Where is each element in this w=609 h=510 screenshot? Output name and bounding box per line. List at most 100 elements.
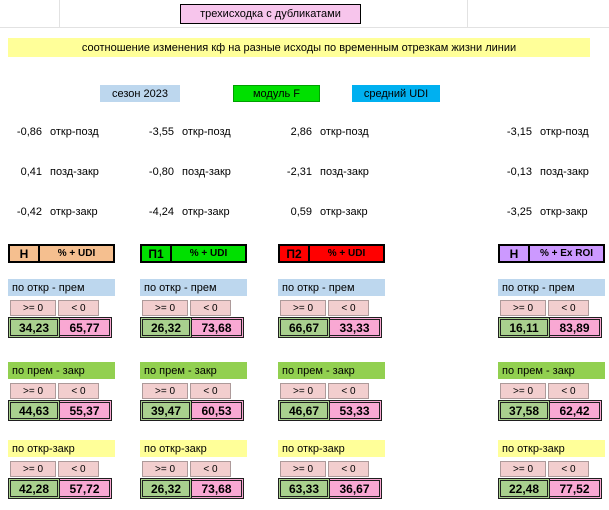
lt-zero-header-cell[interactable]: < 0 [548, 383, 589, 399]
lt-zero-value-cell[interactable]: 55,37 [60, 400, 112, 421]
ge-zero-header-cell[interactable]: >= 0 [10, 383, 56, 399]
section-title-cell[interactable]: по прем - закр [498, 362, 605, 379]
lt-zero-header-cell[interactable]: < 0 [328, 461, 369, 477]
delta-value-cell[interactable]: -0,42 [16, 205, 42, 218]
delta-value-cell[interactable]: -0,80 [148, 165, 174, 178]
section-title-cell[interactable]: по откр-закр [140, 440, 247, 457]
lt-zero-value-cell[interactable]: 83,89 [550, 317, 602, 338]
ge-zero-value-cell[interactable]: 37,58 [498, 400, 550, 421]
lt-zero-value-cell[interactable]: 73,68 [192, 478, 244, 499]
ge-zero-value-cell[interactable]: 22,48 [498, 478, 550, 499]
lt-zero-value-cell[interactable]: 62,42 [550, 400, 602, 421]
lt-zero-value-cell[interactable]: 73,68 [192, 317, 244, 338]
delta-value-cell[interactable]: 0,59 [290, 205, 312, 218]
lt-zero-header-cell[interactable]: < 0 [328, 300, 369, 316]
lt-zero-header-cell[interactable]: < 0 [58, 383, 99, 399]
column-name-cell[interactable]: П1 [140, 244, 172, 263]
lt-zero-value-cell[interactable]: 36,67 [330, 478, 382, 499]
ge-zero-header-cell[interactable]: >= 0 [142, 383, 188, 399]
delta-label-cell[interactable]: откр-позд [50, 125, 99, 138]
ge-zero-value-cell[interactable]: 26,32 [140, 478, 192, 499]
ge-zero-value-cell[interactable]: 46,67 [278, 400, 330, 421]
column-metric-cell[interactable]: % + UDI [40, 244, 115, 263]
delta-label-cell[interactable]: позд-закр [50, 165, 99, 178]
banner-cell[interactable]: соотношение изменения кф на разные исход… [8, 38, 590, 57]
section-title-cell[interactable]: по откр-закр [498, 440, 605, 457]
delta-value-cell[interactable]: 2,86 [290, 125, 312, 138]
column-name-cell[interactable]: Н [8, 244, 40, 263]
season-tag-cell[interactable]: сезон 2023 [100, 85, 180, 102]
delta-label-cell[interactable]: позд-закр [182, 165, 231, 178]
section-title-cell[interactable]: по прем - закр [140, 362, 247, 379]
column-metric-cell[interactable]: % + UDI [172, 244, 247, 263]
column-metric-cell[interactable]: % + Ex ROI [530, 244, 605, 263]
lt-zero-header-cell[interactable]: < 0 [548, 461, 589, 477]
ge-zero-value-cell[interactable]: 63,33 [278, 478, 330, 499]
ge-zero-header-cell[interactable]: >= 0 [500, 300, 546, 316]
lt-zero-header-cell[interactable]: < 0 [190, 300, 231, 316]
section-title-cell[interactable]: по прем - закр [278, 362, 385, 379]
lt-zero-header-cell[interactable]: < 0 [58, 300, 99, 316]
lt-zero-value-cell[interactable]: 33,33 [330, 317, 382, 338]
delta-value-cell[interactable]: -3,15 [506, 125, 532, 138]
lt-zero-header-cell[interactable]: < 0 [548, 300, 589, 316]
lt-zero-value-cell[interactable]: 60,53 [192, 400, 244, 421]
title-cell[interactable]: трехисходка с дубликатами [180, 4, 361, 24]
section-title-cell[interactable]: по откр - прем [278, 279, 385, 296]
ge-zero-header-cell[interactable]: >= 0 [142, 461, 188, 477]
delta-label-cell[interactable]: откр-позд [182, 125, 231, 138]
value-row: 26,32 73,68 [140, 317, 247, 338]
delta-label-cell[interactable]: откр-закр [540, 205, 588, 218]
ge-zero-value-cell[interactable]: 16,11 [498, 317, 550, 338]
ge-zero-header-cell[interactable]: >= 0 [10, 461, 56, 477]
lt-zero-header-cell[interactable]: < 0 [328, 383, 369, 399]
ge-zero-header-cell[interactable]: >= 0 [142, 300, 188, 316]
section-title-cell[interactable]: по откр - прем [140, 279, 247, 296]
lt-zero-header-cell[interactable]: < 0 [190, 383, 231, 399]
column-name-cell[interactable]: П2 [278, 244, 310, 263]
module-tag-cell[interactable]: модуль F [233, 85, 320, 102]
column-metric-cell[interactable]: % + UDI [310, 244, 385, 263]
ge-zero-value-cell[interactable]: 66,67 [278, 317, 330, 338]
ge-zero-value-cell[interactable]: 26,32 [140, 317, 192, 338]
ge-zero-header-cell[interactable]: >= 0 [500, 461, 546, 477]
delta-label-cell[interactable]: откр-позд [320, 125, 369, 138]
ge-zero-value-cell[interactable]: 39,47 [140, 400, 192, 421]
delta-label-cell[interactable]: откр-позд [540, 125, 589, 138]
ge-zero-value-cell[interactable]: 34,23 [8, 317, 60, 338]
lt-zero-value-cell[interactable]: 65,77 [60, 317, 112, 338]
delta-row: -4,24 откр-закр [140, 203, 247, 220]
ge-zero-header-cell[interactable]: >= 0 [10, 300, 56, 316]
delta-value-cell[interactable]: -0,86 [16, 125, 42, 138]
delta-label-cell[interactable]: позд-закр [540, 165, 589, 178]
lt-zero-header-cell[interactable]: < 0 [190, 461, 231, 477]
ge-zero-value-cell[interactable]: 44,63 [8, 400, 60, 421]
delta-label-cell[interactable]: откр-закр [182, 205, 230, 218]
delta-value-cell[interactable]: -4,24 [148, 205, 174, 218]
section-title-cell[interactable]: по откр-закр [278, 440, 385, 457]
udi-tag-cell[interactable]: средний UDI [352, 85, 440, 102]
delta-label-cell[interactable]: откр-закр [320, 205, 368, 218]
ge-zero-header-cell[interactable]: >= 0 [280, 383, 326, 399]
delta-value-cell[interactable]: -0,13 [506, 165, 532, 178]
delta-label-cell[interactable]: откр-закр [50, 205, 98, 218]
delta-value-cell[interactable]: -2,31 [286, 165, 312, 178]
ge-zero-header-cell[interactable]: >= 0 [280, 300, 326, 316]
lt-zero-value-cell[interactable]: 57,72 [60, 478, 112, 499]
section-title-cell[interactable]: по откр - прем [8, 279, 115, 296]
delta-value-cell[interactable]: -3,55 [148, 125, 174, 138]
column-name-cell[interactable]: Н [498, 244, 530, 263]
delta-label-cell[interactable]: позд-закр [320, 165, 369, 178]
lt-zero-value-cell[interactable]: 53,33 [330, 400, 382, 421]
ge-zero-header-cell[interactable]: >= 0 [500, 383, 546, 399]
section-title-cell[interactable]: по прем - закр [8, 362, 115, 379]
gridline [467, 0, 468, 27]
lt-zero-header-cell[interactable]: < 0 [58, 461, 99, 477]
section-title-cell[interactable]: по откр - прем [498, 279, 605, 296]
section-title-cell[interactable]: по откр-закр [8, 440, 115, 457]
ge-zero-value-cell[interactable]: 42,28 [8, 478, 60, 499]
delta-value-cell[interactable]: -3,25 [506, 205, 532, 218]
delta-value-cell[interactable]: 0,41 [20, 165, 42, 178]
lt-zero-value-cell[interactable]: 77,52 [550, 478, 602, 499]
ge-zero-header-cell[interactable]: >= 0 [280, 461, 326, 477]
